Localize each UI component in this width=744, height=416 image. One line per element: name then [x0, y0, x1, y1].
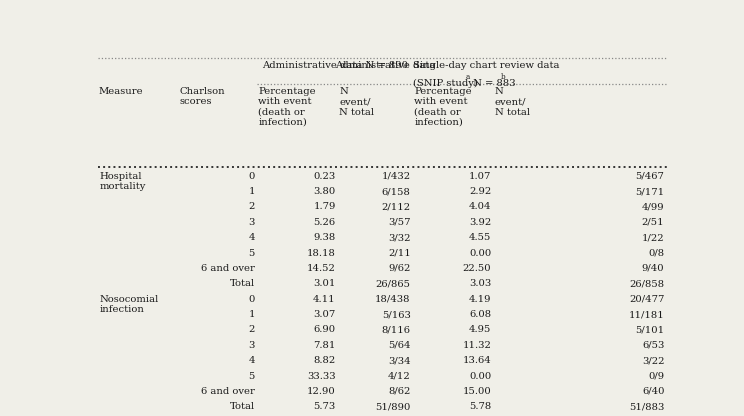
Text: 3.07: 3.07 — [313, 310, 336, 319]
Text: 15.00: 15.00 — [463, 387, 492, 396]
Text: 20/477: 20/477 — [629, 295, 664, 304]
Text: 6/53: 6/53 — [642, 341, 664, 350]
Text: 9.38: 9.38 — [313, 233, 336, 242]
Text: 14.52: 14.52 — [307, 264, 336, 273]
Text: b: b — [501, 73, 505, 81]
Text: N
event/
N total: N event/ N total — [495, 87, 530, 116]
Text: 26/865: 26/865 — [376, 279, 411, 288]
Text: 7.81: 7.81 — [313, 341, 336, 350]
Text: 9/62: 9/62 — [388, 264, 411, 273]
Text: 5.26: 5.26 — [314, 218, 336, 227]
Text: 18/438: 18/438 — [375, 295, 411, 304]
Text: 2/51: 2/51 — [642, 218, 664, 227]
Text: (SNIP study): (SNIP study) — [413, 79, 478, 88]
Text: 6/40: 6/40 — [642, 387, 664, 396]
Text: 5/171: 5/171 — [635, 187, 664, 196]
Text: 1.07: 1.07 — [469, 172, 492, 181]
Text: 4.11: 4.11 — [313, 295, 336, 304]
Text: 3.80: 3.80 — [313, 187, 336, 196]
Text: 51/890: 51/890 — [375, 402, 411, 411]
Text: 5.78: 5.78 — [469, 402, 492, 411]
Text: 5/101: 5/101 — [635, 325, 664, 334]
Text: 2: 2 — [248, 203, 255, 211]
Text: 4: 4 — [248, 233, 255, 242]
Text: Percentage
with event
(death or
infection): Percentage with event (death or infectio… — [258, 87, 316, 127]
Text: Measure: Measure — [99, 87, 144, 96]
Text: 3/34: 3/34 — [388, 356, 411, 365]
Text: 4: 4 — [248, 356, 255, 365]
Text: 4.95: 4.95 — [469, 325, 492, 334]
Text: 6.08: 6.08 — [469, 310, 492, 319]
Text: 0: 0 — [248, 172, 255, 181]
Text: 4.19: 4.19 — [469, 295, 492, 304]
Text: 33.33: 33.33 — [307, 371, 336, 381]
Text: 4.55: 4.55 — [469, 233, 492, 242]
Text: Charlson
scores: Charlson scores — [179, 87, 225, 106]
Text: 5: 5 — [248, 248, 255, 258]
Text: 3: 3 — [248, 218, 255, 227]
Text: 1.79: 1.79 — [313, 203, 336, 211]
Text: 1: 1 — [248, 187, 255, 196]
Text: Hospital
mortality: Hospital mortality — [100, 172, 146, 191]
Text: 6 and over: 6 and over — [201, 387, 255, 396]
Text: Single-day chart review data: Single-day chart review data — [413, 61, 559, 70]
Text: 3: 3 — [248, 341, 255, 350]
Text: 22.50: 22.50 — [463, 264, 492, 273]
Text: 11/181: 11/181 — [629, 310, 664, 319]
Text: 4/99: 4/99 — [642, 203, 664, 211]
Text: N
event/
N total: N event/ N total — [339, 87, 374, 116]
Text: 5/64: 5/64 — [388, 341, 411, 350]
Text: 2: 2 — [248, 325, 255, 334]
Text: 51/883: 51/883 — [629, 402, 664, 411]
Text: 4.04: 4.04 — [469, 203, 492, 211]
Text: 2/11: 2/11 — [388, 248, 411, 258]
Text: 0/9: 0/9 — [648, 371, 664, 381]
Text: 3.92: 3.92 — [469, 218, 492, 227]
Text: 5: 5 — [248, 371, 255, 381]
Text: 3/32: 3/32 — [388, 233, 411, 242]
Text: N = 883: N = 883 — [469, 79, 515, 88]
Text: 3.01: 3.01 — [313, 279, 336, 288]
Text: Administrative data: Administrative data — [336, 61, 439, 70]
Text: 1/432: 1/432 — [382, 172, 411, 181]
Text: 8.82: 8.82 — [313, 356, 336, 365]
Text: 6/158: 6/158 — [382, 187, 411, 196]
Text: 5.73: 5.73 — [313, 402, 336, 411]
Text: 8/62: 8/62 — [388, 387, 411, 396]
Text: 9/40: 9/40 — [642, 264, 664, 273]
Text: 3.03: 3.03 — [469, 279, 492, 288]
Text: 3/57: 3/57 — [388, 218, 411, 227]
Text: 2.92: 2.92 — [469, 187, 492, 196]
Text: Total: Total — [230, 402, 255, 411]
Text: 4/12: 4/12 — [388, 371, 411, 381]
Text: a: a — [466, 73, 470, 81]
Text: 5/163: 5/163 — [382, 310, 411, 319]
Text: 2/112: 2/112 — [382, 203, 411, 211]
Text: 3/22: 3/22 — [642, 356, 664, 365]
Text: 0: 0 — [248, 295, 255, 304]
Text: 0.00: 0.00 — [469, 248, 492, 258]
Text: 0.00: 0.00 — [469, 371, 492, 381]
Text: 13.64: 13.64 — [463, 356, 492, 365]
Text: 8/116: 8/116 — [382, 325, 411, 334]
Text: 5/467: 5/467 — [635, 172, 664, 181]
Text: 1: 1 — [248, 310, 255, 319]
Text: 18.18: 18.18 — [307, 248, 336, 258]
Text: Percentage
with event
(death or
infection): Percentage with event (death or infectio… — [414, 87, 472, 127]
Text: Total: Total — [230, 279, 255, 288]
Text: 0/8: 0/8 — [648, 248, 664, 258]
Text: 0.23: 0.23 — [313, 172, 336, 181]
Text: 6 and over: 6 and over — [201, 264, 255, 273]
Text: Administrative data N = 890: Administrative data N = 890 — [262, 61, 408, 70]
Text: 26/858: 26/858 — [629, 279, 664, 288]
Text: 6.90: 6.90 — [314, 325, 336, 334]
Text: Nosocomial
infection: Nosocomial infection — [100, 295, 158, 314]
Text: 11.32: 11.32 — [463, 341, 492, 350]
Text: 12.90: 12.90 — [307, 387, 336, 396]
Text: 1/22: 1/22 — [642, 233, 664, 242]
